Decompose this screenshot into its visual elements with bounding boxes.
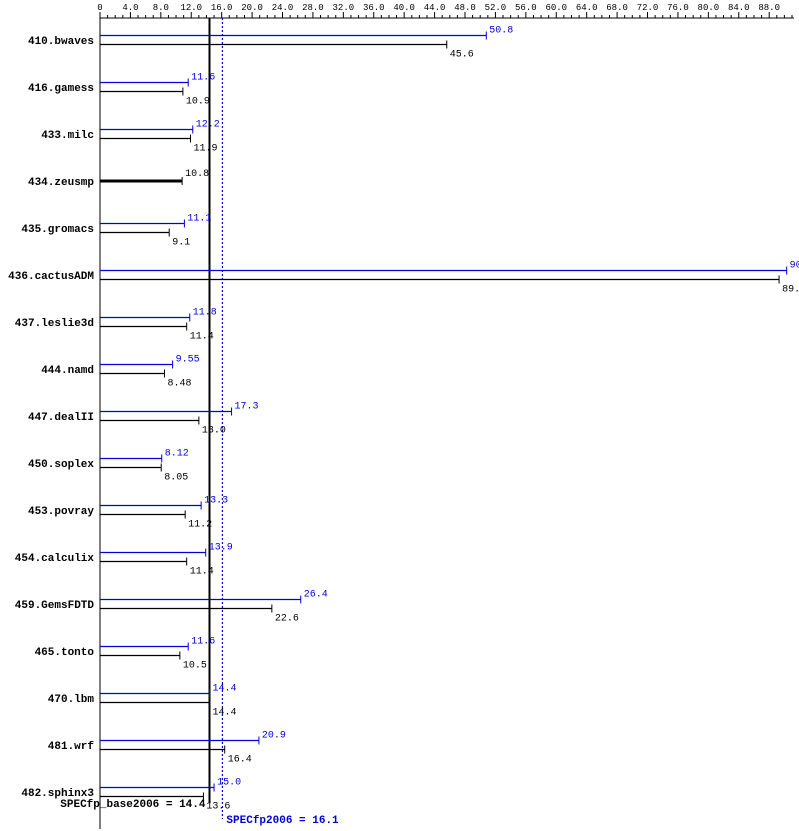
base-value: 22.6 [275, 614, 299, 625]
axis-tick-label: 64.0 [576, 3, 598, 13]
axis-tick-label: 48.0 [454, 3, 476, 13]
peak-value: 20.9 [262, 731, 286, 742]
peak-value: 8.12 [165, 449, 189, 460]
benchmark-label: 481.wrf [48, 741, 95, 753]
axis-tick-label: 80.0 [698, 3, 720, 13]
benchmark-label: 410.bwaves [28, 36, 94, 48]
base-value: 11.9 [193, 144, 217, 155]
peak-value: 90.3 [790, 261, 799, 272]
benchmark-label: 450.soplex [28, 459, 94, 471]
axis-tick-label: 44.0 [424, 3, 446, 13]
axis-tick-label: 40.0 [393, 3, 415, 13]
peak-value: 11.6 [191, 73, 215, 84]
axis-tick-label: 76.0 [667, 3, 689, 13]
peak-value: 15.0 [217, 778, 241, 789]
peak-value: 26.4 [304, 590, 328, 601]
summary-base: SPECfp_base2006 = 14.4 [60, 799, 206, 811]
peak-value: 9.55 [176, 355, 200, 366]
benchmark-label: 453.povray [28, 506, 94, 518]
base-value: 10.5 [183, 661, 207, 672]
base-value: 13.0 [202, 426, 226, 437]
base-value: 16.4 [228, 755, 252, 766]
peak-value: 17.3 [235, 402, 259, 413]
base-value: 11.4 [190, 567, 214, 578]
peak-value: 12.2 [196, 120, 220, 131]
benchmark-label: 447.dealII [28, 412, 94, 424]
peak-value: 50.8 [489, 26, 513, 37]
base-value: 8.48 [167, 379, 191, 390]
base-value: 13.6 [206, 802, 230, 813]
benchmark-label: 436.cactusADM [8, 271, 94, 283]
benchmark-label: 444.namd [41, 365, 94, 377]
axis-tick-label: 60.0 [545, 3, 567, 13]
benchmark-label: 470.lbm [48, 694, 95, 706]
benchmark-label: 459.GemsFDTD [15, 600, 95, 612]
base-value: 45.6 [450, 50, 474, 61]
base-value: 14.4 [213, 708, 237, 719]
benchmark-label: 434.zeusmp [28, 177, 94, 189]
axis-tick-label: 24.0 [272, 3, 294, 13]
base-value: 8.05 [164, 473, 188, 484]
peak-value: 11.6 [191, 637, 215, 648]
benchmark-label: 416.gamess [28, 83, 94, 95]
axis-tick-label: 20.0 [241, 3, 263, 13]
axis-tick-label: 12.0 [180, 3, 202, 13]
benchmark-label: 454.calculix [15, 553, 95, 565]
axis-tick-label: 36.0 [363, 3, 385, 13]
base-value: 10.8 [185, 169, 209, 180]
base-value: 11.2 [188, 520, 212, 531]
peak-value: 14.4 [213, 684, 237, 695]
base-value: 89.3 [782, 285, 799, 296]
benchmark-label: 435.gromacs [21, 224, 94, 236]
axis-tick-label: 84.0 [728, 3, 750, 13]
axis-tick-label: 28.0 [302, 3, 324, 13]
spec-chart: 0 4.0 8.0 12.0 16.0 20.0 24.0 28.0 32.0 36.0 40.0 4… [0, 0, 799, 831]
axis-tick-label: 32.0 [333, 3, 355, 13]
peak-value: 13.9 [209, 543, 233, 554]
summary-peak: SPECfp2006 = 16.1 [226, 815, 339, 827]
axis-tick-label: 68.0 [606, 3, 628, 13]
benchmark-label: 465.tonto [35, 647, 95, 659]
benchmark-label: 437.leslie3d [15, 318, 94, 330]
base-value: 10.9 [186, 97, 210, 108]
axis-tick-label: 4.0 [122, 3, 138, 13]
axis-tick-label: 8.0 [153, 3, 169, 13]
peak-value: 11.1 [187, 214, 211, 225]
axis-tick-label: 88.0 [758, 3, 780, 13]
peak-value: 13.3 [204, 496, 228, 507]
axis-tick-label: 16.0 [211, 3, 233, 13]
base-value: 9.1 [172, 238, 190, 249]
axis-tick-label: 72.0 [637, 3, 659, 13]
axis-tick-label: 52.0 [485, 3, 507, 13]
benchmark-label: 433.milc [41, 130, 94, 142]
axis-tick-label: 56.0 [515, 3, 537, 13]
peak-value: 11.8 [193, 308, 217, 319]
axis-tick-label: 0 [97, 3, 102, 13]
base-value: 11.4 [190, 332, 214, 343]
